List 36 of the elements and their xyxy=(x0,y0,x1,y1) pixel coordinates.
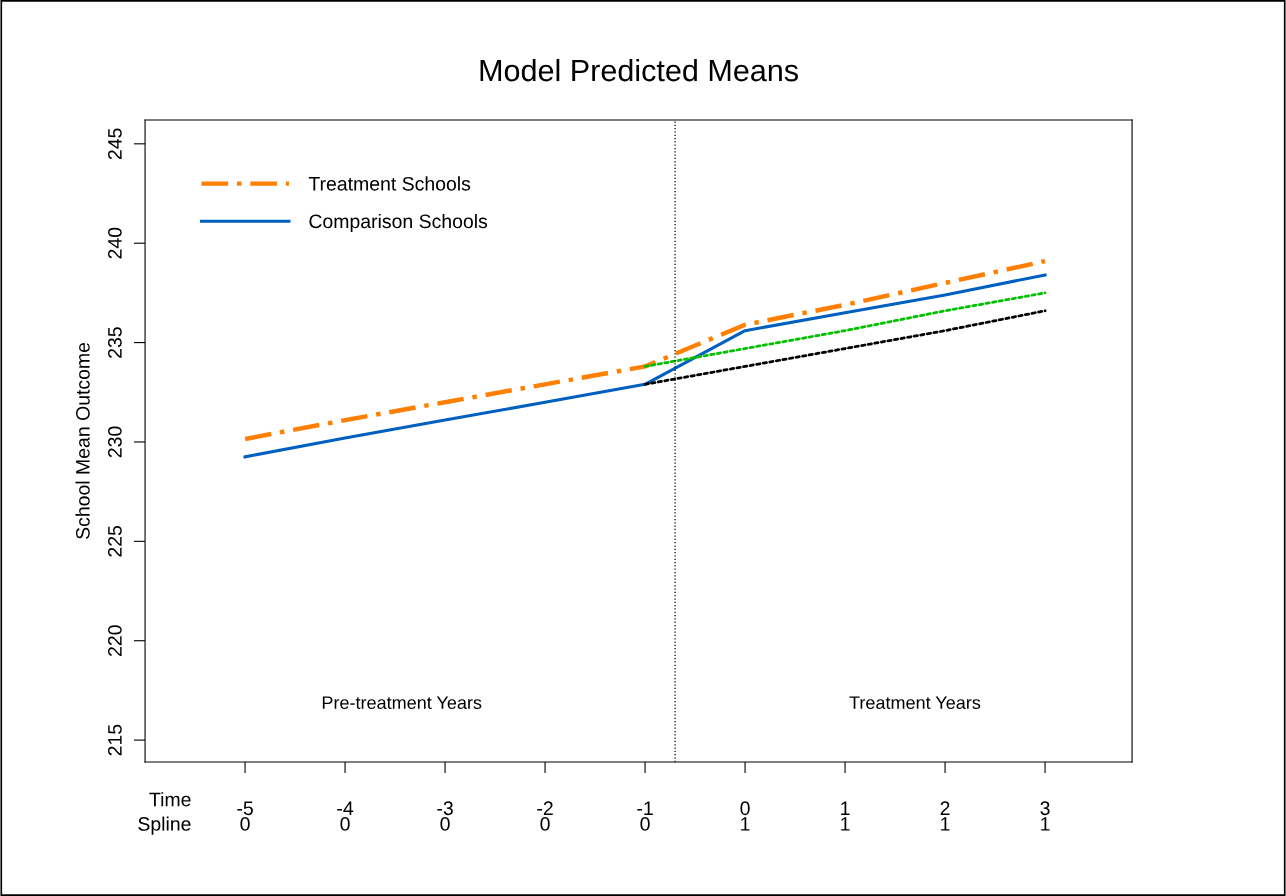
y-tick-label: 245 xyxy=(108,128,122,160)
y-tick-label: 225 xyxy=(108,525,122,557)
y-tick-label: 215 xyxy=(108,724,122,756)
legend-label: Treatment Schools xyxy=(308,176,471,191)
x-tick-label: -3 xyxy=(437,801,453,816)
text: 0 xyxy=(540,817,550,831)
x-tick-label: -4 xyxy=(337,801,354,815)
y-axis-title: School Mean Outcome xyxy=(75,342,90,539)
text: 0 xyxy=(640,817,650,831)
text: 0 xyxy=(340,817,350,831)
x-tick-label: -5 xyxy=(237,801,253,816)
x-axis-title: Time xyxy=(149,792,191,807)
text: 0 xyxy=(440,817,450,831)
y-tick-label: 220 xyxy=(108,625,122,656)
x-tick-label: -2 xyxy=(537,801,553,815)
text: 1 xyxy=(1041,817,1050,831)
y-tick-label: 235 xyxy=(108,327,122,358)
text: 0 xyxy=(240,817,250,831)
annotation: Pre-treatment Years xyxy=(322,696,482,710)
text: 1 xyxy=(741,817,750,831)
y-tick-label: 240 xyxy=(108,227,122,259)
line-series xyxy=(242,258,1048,442)
x-tick-label: 3 xyxy=(1040,801,1050,816)
x-tick-label: 2 xyxy=(940,801,950,815)
y-tick-label: 230 xyxy=(108,426,122,458)
text: 1 xyxy=(841,817,850,831)
line-series xyxy=(643,291,1047,368)
line-series xyxy=(243,273,1047,459)
legend-label: Comparison Schools xyxy=(309,213,488,233)
chart-title: Model Predicted Means xyxy=(480,58,798,82)
text: 1 xyxy=(941,817,950,831)
annotation: Treatment Years xyxy=(849,696,981,710)
text: Spline xyxy=(138,816,191,835)
x-tick-label: -1 xyxy=(637,801,653,815)
x-tick-label: 0 xyxy=(740,801,750,816)
x-tick-label: 1 xyxy=(841,801,850,815)
